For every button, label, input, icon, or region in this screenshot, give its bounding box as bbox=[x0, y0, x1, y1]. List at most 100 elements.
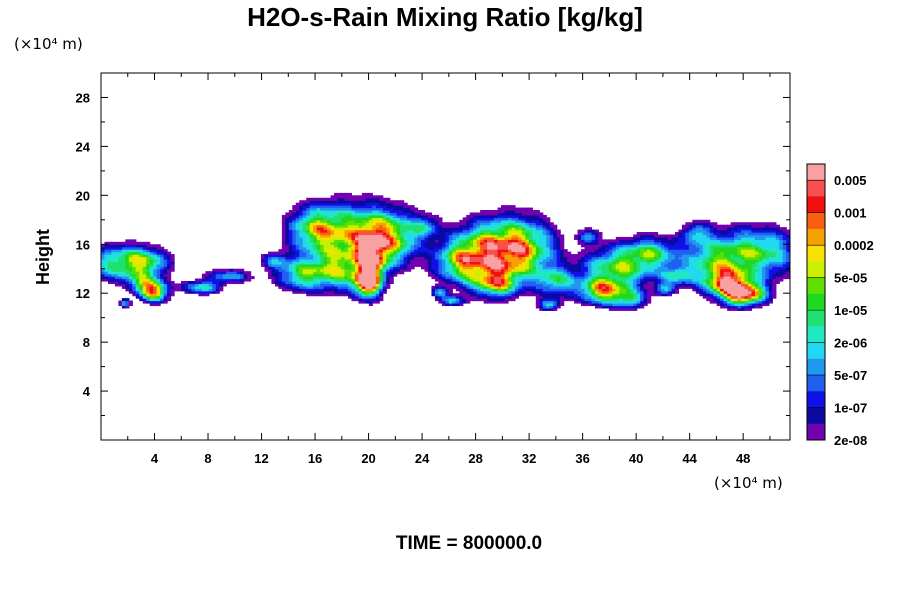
field-cell bbox=[667, 234, 673, 238]
field-cell bbox=[163, 249, 168, 253]
field-cell bbox=[667, 293, 673, 297]
field-cell bbox=[299, 200, 304, 204]
field-cell bbox=[341, 246, 346, 250]
field-cell bbox=[692, 222, 697, 226]
field-cell bbox=[727, 239, 732, 243]
field-cell bbox=[309, 210, 314, 214]
field-cell bbox=[507, 261, 513, 265]
field-cell bbox=[334, 261, 339, 265]
field-cell bbox=[459, 258, 464, 262]
field-cell bbox=[445, 290, 450, 294]
field-cell bbox=[101, 256, 106, 260]
field-cell bbox=[661, 268, 666, 272]
field-cell bbox=[121, 258, 126, 262]
field-cell bbox=[295, 217, 300, 221]
field-cell bbox=[455, 258, 460, 262]
field-cell bbox=[525, 261, 530, 265]
field-cell bbox=[281, 227, 286, 231]
field-cell bbox=[469, 254, 474, 258]
field-cell bbox=[288, 217, 293, 221]
field-cell bbox=[334, 278, 339, 282]
field-cell bbox=[295, 280, 300, 285]
field-cell bbox=[271, 258, 276, 262]
field-cell bbox=[650, 249, 655, 253]
field-cell bbox=[382, 254, 387, 258]
field-cell bbox=[219, 285, 224, 289]
field-cell bbox=[142, 273, 147, 277]
field-cell bbox=[716, 251, 721, 255]
field-cell bbox=[309, 219, 314, 223]
field-cell bbox=[514, 288, 520, 292]
field-cell bbox=[674, 258, 680, 262]
field-cell bbox=[633, 283, 638, 287]
field-cell bbox=[327, 283, 332, 287]
field-cell bbox=[243, 276, 248, 280]
field-cell bbox=[354, 280, 360, 285]
field-cell bbox=[292, 214, 297, 218]
field-cell bbox=[372, 290, 377, 294]
field-cell bbox=[187, 283, 193, 287]
field-cell bbox=[167, 280, 172, 285]
field-cell bbox=[288, 280, 293, 285]
field-cell bbox=[427, 261, 433, 265]
field-cell bbox=[288, 236, 293, 240]
field-cell bbox=[560, 295, 565, 299]
field-cell bbox=[681, 280, 686, 285]
field-cell bbox=[292, 210, 297, 214]
field-cell bbox=[546, 288, 551, 292]
field-cell bbox=[459, 244, 464, 248]
field-cell bbox=[132, 290, 137, 294]
field-cell bbox=[626, 241, 631, 245]
field-cell bbox=[313, 236, 318, 240]
field-cell bbox=[476, 258, 481, 262]
field-cell bbox=[358, 256, 363, 260]
field-cell bbox=[608, 256, 613, 260]
field-cell bbox=[368, 192, 373, 196]
field-cell bbox=[476, 271, 481, 275]
field-cell bbox=[633, 298, 638, 302]
field-cell bbox=[490, 210, 495, 214]
field-cell bbox=[379, 249, 384, 253]
field-cell bbox=[587, 241, 593, 245]
field-cell bbox=[417, 249, 422, 253]
field-cell bbox=[459, 276, 464, 280]
field-cell bbox=[528, 207, 533, 211]
field-cell bbox=[316, 254, 321, 258]
field-cell bbox=[514, 256, 520, 260]
field-cell bbox=[459, 227, 464, 231]
field-cell bbox=[441, 273, 446, 277]
field-cell bbox=[539, 278, 544, 282]
field-cell bbox=[118, 241, 123, 245]
field-cell bbox=[671, 244, 676, 248]
field-cell bbox=[344, 263, 349, 267]
field-cell bbox=[546, 246, 551, 250]
field-cell bbox=[514, 219, 520, 223]
field-cell bbox=[504, 246, 509, 250]
field-cell bbox=[142, 258, 147, 262]
field-cell bbox=[431, 239, 436, 243]
field-cell bbox=[372, 212, 377, 216]
field-cell bbox=[713, 232, 718, 236]
field-cell bbox=[671, 254, 676, 258]
field-cell bbox=[445, 249, 450, 253]
field-cell bbox=[101, 261, 106, 265]
field-cell bbox=[306, 246, 311, 250]
field-cell bbox=[452, 224, 457, 228]
field-cell bbox=[375, 300, 380, 304]
field-cell bbox=[313, 200, 318, 204]
field-cell bbox=[386, 200, 391, 204]
field-cell bbox=[271, 271, 276, 275]
field-cell bbox=[358, 288, 363, 292]
field-cell bbox=[424, 229, 429, 233]
field-cell bbox=[584, 246, 589, 250]
field-cell bbox=[354, 232, 360, 236]
field-cell bbox=[685, 261, 690, 265]
field-cell bbox=[368, 197, 373, 201]
field-cell bbox=[403, 241, 408, 245]
field-cell bbox=[727, 241, 732, 245]
field-cell bbox=[511, 254, 516, 258]
field-cell bbox=[400, 256, 405, 260]
field-cell bbox=[330, 207, 335, 211]
field-cell bbox=[114, 251, 119, 255]
field-cell bbox=[692, 227, 697, 231]
